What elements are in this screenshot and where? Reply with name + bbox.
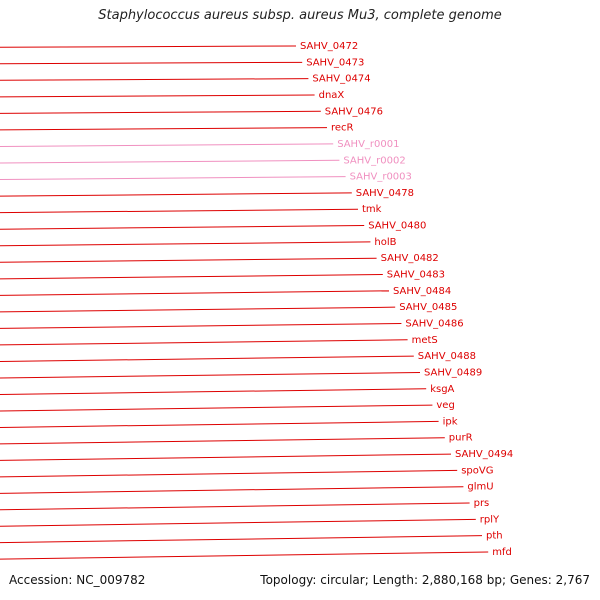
gene-label[interactable]: SAHV_0494	[455, 449, 513, 460]
label-leader	[0, 404, 433, 412]
label-leader	[0, 274, 383, 280]
label-leader	[0, 469, 458, 478]
label-leader	[0, 94, 315, 98]
gene-label[interactable]: SAHV_0488	[418, 351, 476, 362]
gene-label[interactable]: SAHV_0478	[356, 188, 414, 199]
label-leader	[0, 225, 365, 230]
gene-label[interactable]: purR	[449, 433, 473, 444]
gene-label[interactable]: rplY	[480, 514, 500, 525]
gene-label[interactable]: tmk	[362, 204, 382, 215]
genome-title: Staphylococcus aureus subsp. aureus Mu3,…	[98, 8, 502, 23]
label-leader	[0, 453, 452, 461]
gene-label[interactable]: SAHV_0482	[381, 253, 439, 264]
gene-label[interactable]: recR	[331, 123, 354, 134]
genes-label: Genes:	[509, 573, 552, 587]
label-leader	[0, 388, 427, 395]
gene-label[interactable]: prs	[474, 498, 490, 509]
label-leader	[0, 355, 414, 362]
label-leader	[0, 127, 328, 131]
label-leader	[0, 437, 445, 445]
accession-info: Accession: NC_009782	[9, 573, 145, 587]
gene-label[interactable]: SAHV_0489	[424, 367, 482, 378]
gene-label[interactable]: veg	[436, 400, 454, 411]
gene-label[interactable]: SAHV_0485	[399, 302, 457, 313]
accession-value: NC_009782	[76, 573, 146, 587]
label-leader	[0, 551, 489, 560]
gene-label[interactable]: SAHV_0483	[387, 270, 445, 281]
label-leader	[0, 176, 346, 181]
label-leader	[0, 45, 297, 48]
label-leader	[0, 306, 396, 313]
label-leader	[0, 61, 303, 65]
gene-label[interactable]: spoVG	[461, 465, 493, 476]
label-leader	[0, 518, 476, 527]
label-leader	[0, 535, 483, 544]
label-leader	[0, 290, 390, 296]
gene-label[interactable]: holB	[374, 237, 396, 248]
gene-label[interactable]: mfd	[492, 547, 512, 558]
label-leader	[0, 192, 352, 197]
label-leader	[0, 420, 439, 428]
genes-value: 2,767	[555, 573, 590, 587]
gene-label[interactable]: SAHV_r0003	[350, 172, 412, 183]
label-leader	[0, 339, 408, 346]
gene-label[interactable]: metS	[412, 335, 438, 346]
length-label: Length:	[372, 573, 419, 587]
genome-stats: Topology: circular; Length: 2,880,168 bp…	[260, 573, 590, 587]
gene-label[interactable]: SAHV_0473	[306, 57, 364, 68]
gene-label[interactable]: dnaX	[319, 90, 345, 101]
topology-value: circular;	[320, 573, 369, 587]
label-leader	[0, 502, 470, 511]
label-leader	[0, 371, 421, 379]
gene-label[interactable]: glmU	[467, 482, 493, 493]
gene-label[interactable]: ksgA	[430, 384, 454, 395]
label-leader	[0, 241, 371, 247]
gene-label[interactable]: SAHV_r0001	[337, 139, 399, 150]
length-value: 2,880,168 bp;	[421, 573, 507, 587]
gene-label[interactable]: SAHV_0472	[300, 41, 358, 52]
label-leader	[0, 159, 340, 164]
gene-label[interactable]: SAHV_0474	[312, 74, 370, 85]
gene-label[interactable]: SAHV_0484	[393, 286, 451, 297]
gene-label[interactable]: SAHV_r0002	[343, 155, 405, 166]
gene-label[interactable]: pth	[486, 531, 503, 542]
accession-label: Accession:	[9, 573, 73, 587]
gene-label[interactable]: ipk	[443, 416, 458, 427]
gene-label[interactable]: SAHV_0480	[368, 221, 426, 232]
label-layer: SAHV_0472 SAHV_0473 SAHV_0474 dnaX SAHV_0476…	[0, 41, 513, 560]
gene-label[interactable]: SAHV_0486	[405, 318, 463, 329]
gene-label[interactable]: SAHV_0476	[325, 106, 383, 117]
label-leader	[0, 208, 359, 214]
label-leader	[0, 78, 309, 81]
label-leader	[0, 486, 464, 494]
label-leader	[0, 322, 402, 329]
label-leader	[0, 143, 334, 147]
label-leader	[0, 257, 377, 263]
label-leader	[0, 110, 321, 114]
topology-label: Topology:	[260, 573, 317, 587]
